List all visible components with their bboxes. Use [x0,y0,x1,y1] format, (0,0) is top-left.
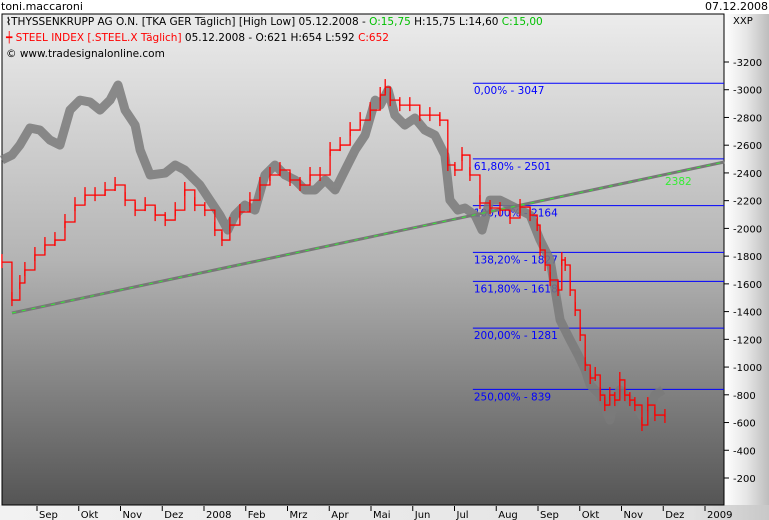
y-tick-label: -2600 [733,141,762,152]
x-tick-label: 2008 [206,510,231,520]
y-tick-label: -2200 [733,197,762,208]
legend-name: STEEL INDEX [.STEEL.X Täglich] [15,32,182,44]
y-tick-label: -600 [733,419,756,430]
y-tick-label: -400 [733,446,756,457]
x-tick-label: Feb [248,510,266,520]
user-name: toni.maccaroni [1,0,83,13]
x-tick-label: Dez [665,510,684,520]
fib-level-label: 0,00% - 3047 [474,85,545,97]
axis-label: XXP [733,16,753,27]
y-tick-label: -3000 [733,86,762,97]
legend-steel-index[interactable]: ┿ STEEL INDEX [.STEEL.X Täglich] 05.12.2… [6,32,389,44]
legend-name: THYSSENKRUPP AG O.N. [TKA GER Täglich] [… [11,16,370,28]
title-bar: toni.maccaroni 07.12.2008 [0,0,769,14]
thyssenkrupp-series [0,80,666,425]
x-tick-label: Aug [498,510,518,520]
high-low-icon: ⌇ [6,16,12,28]
y-tick-label: -2800 [733,113,762,124]
trendline [11,161,725,314]
fib-level-label: 138,20% - 1827 [474,254,558,266]
y-tick-label: -1600 [733,280,762,291]
legend-close: C:652 [358,32,389,44]
x-tick-label: 2009 [707,510,732,520]
price-axis[interactable] [724,14,769,505]
legend-open: O:15,75 [369,16,411,28]
x-tick-label: Mai [373,510,391,520]
x-tick-label: Apr [331,510,349,520]
x-tick-label: Dez [164,510,183,520]
y-tick-label: -200 [733,474,756,485]
legend-high-low: H:15,75 L:14,60 [410,16,502,28]
y-tick-label: -1000 [733,363,762,374]
legend-thyssenkrupp[interactable]: ⌇THYSSENKRUPP AG O.N. [TKA GER Täglich] … [6,16,543,28]
x-tick-label: Jun [414,510,431,520]
x-tick-label: Jul [456,510,469,520]
y-tick-label: -800 [733,391,756,402]
y-tick-label: -1400 [733,308,762,319]
legend-close: C:15,00 [501,16,543,28]
fib-level-label: 250,00% - 839 [474,391,551,403]
fib-level-label: 61,80% - 2501 [474,161,551,173]
current-date: 07.12.2008 [705,0,768,13]
x-tick-label: Sep [540,510,559,520]
x-tick-label: Nov [123,510,143,520]
copyright: © www.tradesignalonline.com [6,48,165,60]
fib-level-label: 161,80% - 1618 [474,283,558,295]
time-axis[interactable] [0,505,769,520]
bar-icon: ┿ [6,32,13,44]
x-tick-label: Okt [582,510,600,520]
y-tick-label: -1800 [733,252,762,263]
plot-area [1,13,725,506]
y-tick-label: -1200 [733,335,762,346]
y-tick-label: -2000 [733,224,762,235]
x-tick-label: Nov [624,510,644,520]
x-tick-label: Mrz [290,510,308,520]
x-tick-label: Sep [39,510,58,520]
x-tick-label: Okt [81,510,99,520]
y-tick-label: -3200 [733,58,762,69]
y-tick-label: -2400 [733,169,762,180]
fib-level-label: 200,00% - 1281 [474,330,558,342]
trendline-label: 2382 [665,176,692,188]
legend-ohl: 05.12.2008 - O:621 H:654 L:592 [181,32,359,44]
